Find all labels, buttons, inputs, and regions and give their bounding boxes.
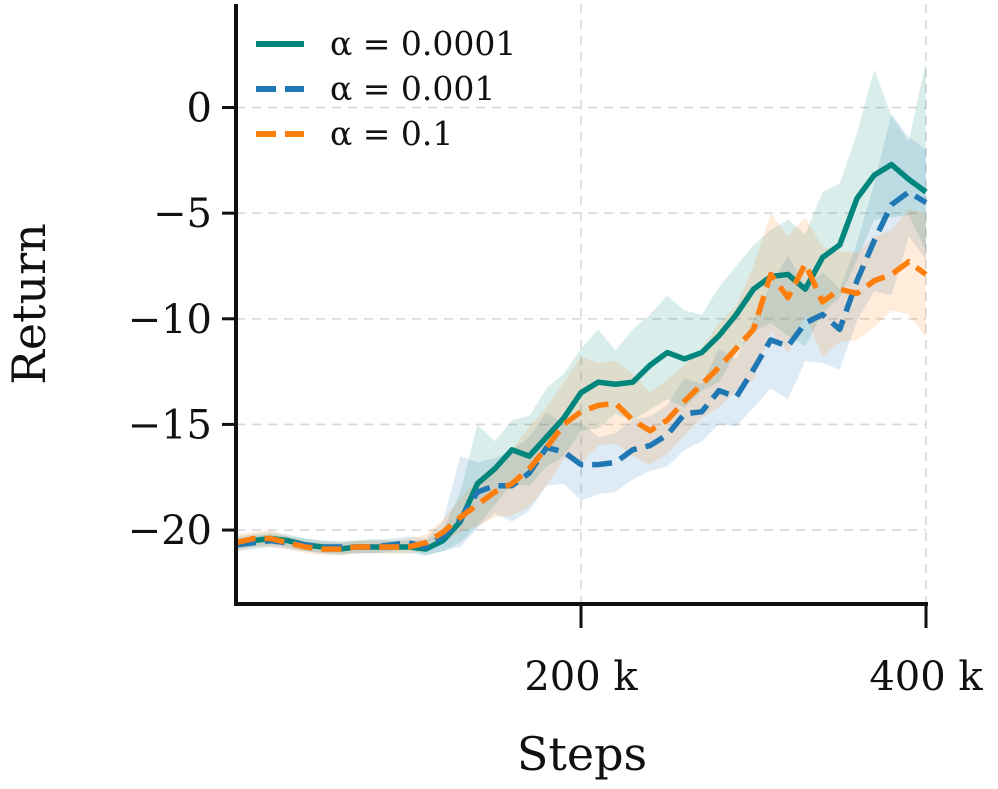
legend: α = 0.0001 α = 0.001 α = 0.1: [256, 24, 516, 153]
y-tick-label: −20: [128, 508, 212, 554]
line-series-2: [235, 189, 928, 550]
band-series-1: [236, 61, 926, 556]
x-tick-label: 200 k: [524, 654, 638, 700]
x-axis-label: Steps: [517, 727, 647, 781]
y-tick-label: −10: [128, 297, 212, 343]
ticks: 0 −5 −10 −15 −20 200 k 400 k: [128, 86, 984, 700]
x-tick-label: 400 k: [869, 654, 983, 700]
y-tick-label: −15: [128, 402, 212, 448]
legend-label-3: α = 0.1: [330, 114, 453, 153]
y-axis-label: Return: [2, 223, 56, 385]
band-series-3: [236, 208, 926, 556]
y-tick-label: −5: [153, 191, 212, 237]
series-lines: [235, 161, 928, 552]
grid-lines: [236, 4, 927, 604]
legend-label-2: α = 0.001: [330, 69, 495, 108]
line-series-3: [235, 258, 928, 552]
y-tick-label: 0: [187, 86, 212, 132]
legend-label-1: α = 0.0001: [330, 24, 516, 63]
